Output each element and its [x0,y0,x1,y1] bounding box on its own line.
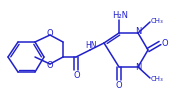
Text: N: N [135,64,141,72]
Text: CH₃: CH₃ [151,18,163,24]
Text: H₂N: H₂N [112,11,128,19]
Text: HN: HN [85,41,97,50]
Text: O: O [162,39,168,47]
Text: N: N [135,28,141,36]
Text: O: O [47,30,53,39]
Text: CH₃: CH₃ [151,76,163,82]
Text: O: O [74,70,80,80]
Text: O: O [116,80,122,89]
Text: O: O [47,61,53,69]
